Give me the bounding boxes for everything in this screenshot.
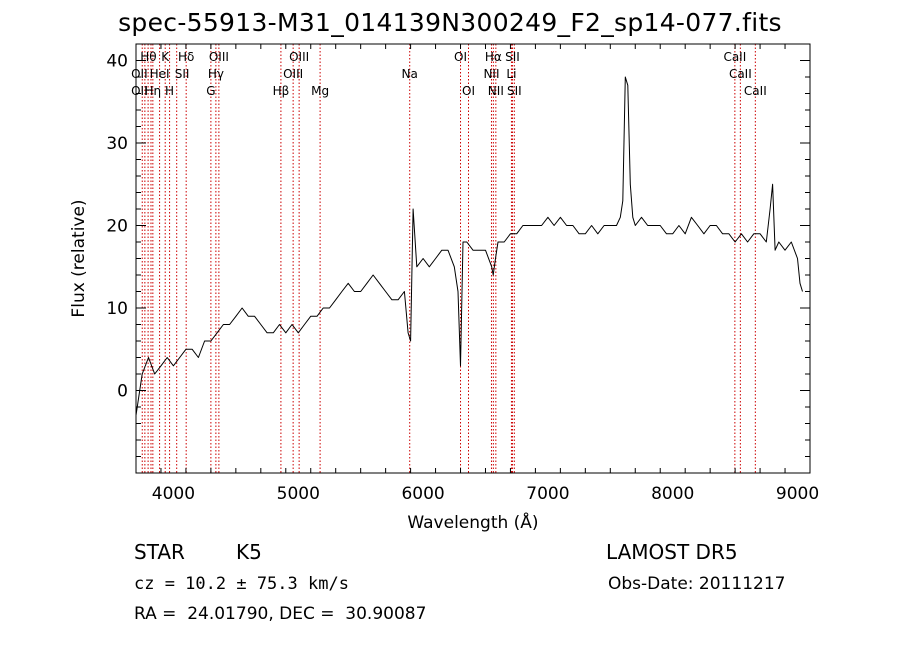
spectral-line-label: Hα <box>485 50 502 64</box>
chart-title: spec-55913-M31_014139N300249_F2_sp14-077… <box>118 8 782 37</box>
x-tick-label: 6000 <box>401 484 444 504</box>
x-tick-label: 4000 <box>152 484 195 504</box>
spectral-line-label: K <box>161 50 170 64</box>
redshift-cz: cz = 10.2 ± 75.3 km/s <box>134 574 349 594</box>
spectral-line-label: Hδ <box>178 50 194 64</box>
spectral-line-label: CaII <box>729 67 752 81</box>
spectral-line-label: OIII <box>283 67 303 81</box>
spectral-line-label: OII <box>131 84 148 98</box>
spectral-line-label: OII <box>131 67 148 81</box>
spectral-line-label: OIII <box>289 50 309 64</box>
spectral-line-label: Hγ <box>208 67 224 81</box>
spectral-line-label: NII <box>488 84 504 98</box>
spectral-line-label: Hβ <box>273 84 290 98</box>
spectral-line-label: SII <box>507 84 522 98</box>
plot-frame <box>135 43 811 474</box>
spectral-line-label: NII <box>483 67 499 81</box>
spectral-line-label: SII <box>505 50 520 64</box>
spectral-line-label: Mg <box>311 84 329 98</box>
spectrum-series <box>135 76 803 416</box>
y-tick-label: 40 <box>106 52 128 72</box>
spectral-line-label: Hθ <box>140 50 156 64</box>
spectral-line-label: HeI <box>150 67 170 81</box>
spectral-line-label: SII <box>175 67 190 81</box>
spectral-line-label: OI <box>454 50 467 64</box>
spectral-line-label: G <box>206 84 215 98</box>
spectral-line-label: CaII <box>723 50 746 64</box>
observation-date: Obs-Date: 20111217 <box>608 574 786 594</box>
spectral-line-label: OI <box>462 84 475 98</box>
survey-name: LAMOST DR5 <box>606 540 738 564</box>
x-axis-label: Wavelength (Å) <box>407 511 538 533</box>
y-axis-label: Flux (relative) <box>69 199 89 317</box>
object-subclass: K5 <box>236 540 262 564</box>
y-tick-label: 20 <box>106 217 128 237</box>
y-tick-label: 30 <box>106 134 128 154</box>
spectral-line-label: CaII <box>744 84 767 98</box>
axis-ticks: 4000 5000 6000 7000 8000 9000 0 10 20 30 40 <box>106 43 819 504</box>
x-tick-label: 5000 <box>277 484 320 504</box>
coordinates: RA = 24.01790, DEC = 30.90087 <box>134 604 427 624</box>
spectral-line-label: OIII <box>209 50 229 64</box>
spectral-line-markers <box>141 44 756 473</box>
y-tick-label: 10 <box>106 299 128 319</box>
spectral-line-label: H <box>165 84 174 98</box>
x-tick-label: 9000 <box>776 484 819 504</box>
x-tick-label: 7000 <box>526 484 569 504</box>
spectral-line-label: Li <box>506 67 516 81</box>
x-tick-label: 8000 <box>651 484 694 504</box>
y-tick-label: 0 <box>117 382 128 402</box>
spectral-line-label: Hη <box>145 84 162 98</box>
object-class: STAR <box>134 540 185 564</box>
spectrum-line <box>135 76 803 416</box>
spectral-line-label: Na <box>402 67 418 81</box>
